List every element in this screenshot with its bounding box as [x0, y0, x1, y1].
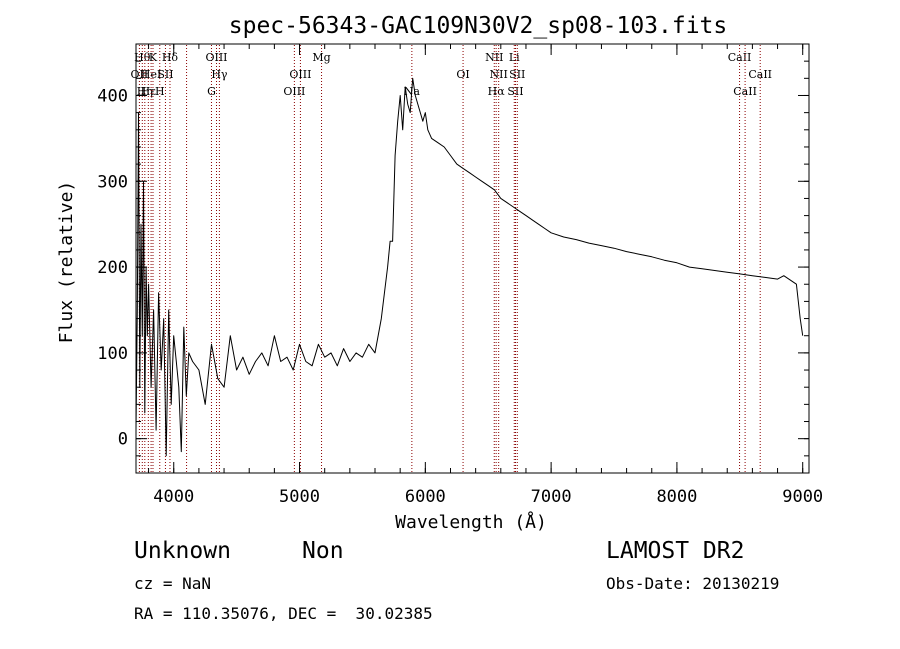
plot-frame	[135, 43, 810, 474]
x-tick-label: 8000	[656, 487, 697, 507]
survey-label: LAMOST DR2	[606, 538, 745, 564]
line-marker-label: CaII	[733, 85, 757, 98]
y-tick-label: 100	[97, 344, 128, 364]
redshift-label: cz = NaN	[134, 574, 212, 593]
line-marker-label: SII	[507, 85, 523, 98]
line-marker-label: Li	[509, 51, 520, 64]
y-axis-label: Flux (relative)	[56, 181, 77, 344]
line-marker-label: Hγ	[211, 68, 228, 81]
line-marker-label: K	[149, 51, 158, 64]
line-markers: OIIHθHηHεHeIKHSIIHδGOIIIHγOIIIOIIIMgNaOI…	[131, 45, 772, 472]
line-marker-label: OIII	[289, 68, 311, 81]
line-marker-label: Hδ	[162, 51, 179, 64]
line-marker-label: OII	[131, 68, 149, 81]
x-tick-label: 6000	[405, 487, 446, 507]
y-tick-label: 0	[118, 430, 128, 450]
x-axis-label: Wavelength (Å)	[395, 511, 547, 533]
x-tick-label: 9000	[782, 487, 823, 507]
line-marker-label: NII	[490, 68, 508, 81]
x-tick-label: 4000	[153, 487, 194, 507]
coordinates-label: RA = 110.35076, DEC = 30.02385	[134, 604, 433, 623]
subclass-label: Non	[302, 538, 344, 564]
line-marker-label: Hη	[137, 85, 153, 98]
line-marker-label: G	[207, 85, 216, 98]
line-marker-label: NII	[485, 51, 503, 64]
line-marker-label: CaII	[728, 51, 752, 64]
line-marker-label: HeI	[141, 68, 161, 81]
x-tick-label: 5000	[279, 487, 320, 507]
y-tick-label: 300	[97, 172, 128, 192]
line-marker-label: Hα	[488, 85, 506, 98]
line-marker-label: H	[155, 85, 165, 98]
y-tick-label: 200	[97, 258, 128, 278]
line-marker-label: OI	[456, 68, 469, 81]
x-tick-label: 7000	[531, 487, 572, 507]
chart-title: spec-56343-GAC109N30V2_sp08-103.fits	[229, 13, 728, 39]
spectrum-line	[135, 77, 804, 457]
series-layer	[135, 77, 804, 457]
axes: 4000 5000 6000 7000 8000 9000 0 100 200 300 400	[97, 43, 823, 507]
classification-label: Unknown	[134, 538, 231, 564]
line-marker-label: SII	[509, 68, 525, 81]
line-marker-label: OIII	[283, 85, 305, 98]
line-marker-label: Mg	[312, 51, 330, 64]
line-marker-label: SII	[157, 68, 173, 81]
line-marker-label: Hε	[141, 85, 157, 98]
line-marker-label: OIII	[205, 51, 227, 64]
y-tick-label: 400	[97, 86, 128, 106]
obs-date-label: Obs-Date: 20130219	[606, 574, 780, 593]
line-marker-label: CaII	[748, 68, 772, 81]
